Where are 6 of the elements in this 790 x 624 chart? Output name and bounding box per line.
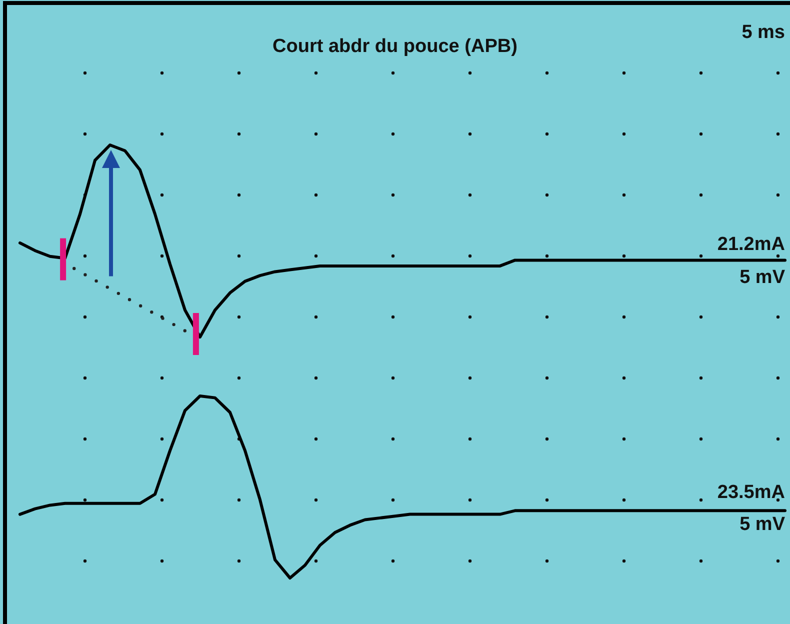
text: 5 ms [742, 22, 785, 43]
annotation: 5 mV [740, 267, 786, 288]
chart-title: Court abdr du pouce (APB) [272, 36, 518, 57]
annotation: 21.2mA [717, 234, 786, 255]
annotation: 23.5mA [717, 482, 786, 503]
annotation: 5 mV [740, 514, 786, 535]
